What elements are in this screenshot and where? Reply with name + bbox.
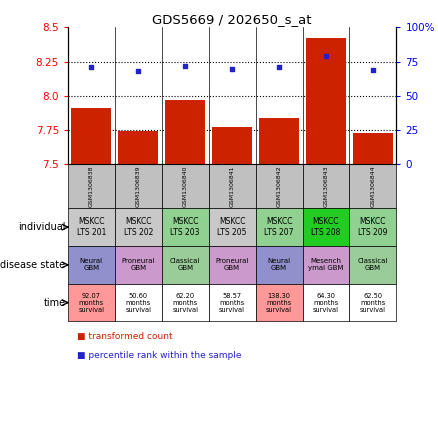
Bar (212, 127, 252, 164)
Text: Neural
GBM: Neural GBM (268, 258, 291, 272)
Bar (303, 246, 350, 284)
Bar (115, 208, 162, 246)
Bar (303, 164, 350, 208)
Text: Proneural
GBM: Proneural GBM (215, 258, 249, 272)
Text: disease state: disease state (0, 260, 66, 270)
Text: Classical
GBM: Classical GBM (170, 258, 201, 272)
Bar (259, 118, 299, 164)
Text: MSKCC
LTS 209: MSKCC LTS 209 (358, 217, 388, 237)
Bar (350, 164, 396, 208)
Bar (115, 164, 162, 208)
Point (229, 65, 236, 72)
Text: GSM1306842: GSM1306842 (276, 165, 282, 207)
Bar (208, 208, 256, 246)
Text: GSM1306843: GSM1306843 (324, 165, 328, 207)
Bar (165, 100, 205, 164)
Text: GSM1306841: GSM1306841 (230, 165, 235, 207)
Bar (68, 164, 115, 208)
Text: GSM1306839: GSM1306839 (136, 165, 141, 207)
Text: GSM1306844: GSM1306844 (371, 165, 375, 207)
Text: time: time (43, 298, 66, 308)
Text: ■ transformed count: ■ transformed count (77, 332, 172, 341)
Bar (68, 284, 115, 321)
Text: Proneural
GBM: Proneural GBM (122, 258, 155, 272)
Text: MSKCC
LTS 201: MSKCC LTS 201 (77, 217, 106, 237)
Text: 138.30
months
survival: 138.30 months survival (266, 293, 292, 313)
Text: MSKCC
LTS 203: MSKCC LTS 203 (170, 217, 200, 237)
Text: individual: individual (18, 222, 66, 232)
Bar (256, 284, 303, 321)
Bar (256, 208, 303, 246)
Bar (303, 208, 350, 246)
Text: GSM1306838: GSM1306838 (89, 165, 94, 207)
Text: ■ percentile rank within the sample: ■ percentile rank within the sample (77, 351, 241, 360)
Point (88, 64, 95, 71)
Bar (115, 246, 162, 284)
Point (182, 63, 189, 69)
Bar (68, 208, 115, 246)
Bar (350, 246, 396, 284)
Bar (208, 164, 256, 208)
Bar (256, 164, 303, 208)
Bar (208, 284, 256, 321)
Title: GDS5669 / 202650_s_at: GDS5669 / 202650_s_at (152, 14, 312, 26)
Point (369, 66, 376, 73)
Bar (118, 132, 158, 164)
Text: Classical
GBM: Classical GBM (358, 258, 388, 272)
Point (276, 64, 283, 71)
Text: MSKCC
LTS 208: MSKCC LTS 208 (311, 217, 341, 237)
Bar (306, 38, 346, 164)
Bar (353, 133, 393, 164)
Bar (162, 164, 208, 208)
Bar (162, 208, 208, 246)
Text: GSM1306840: GSM1306840 (183, 165, 188, 207)
Text: Mesench
ymal GBM: Mesench ymal GBM (308, 258, 344, 272)
Bar (115, 284, 162, 321)
Bar (256, 246, 303, 284)
Bar (162, 284, 208, 321)
Bar (208, 246, 256, 284)
Bar (68, 246, 115, 284)
Text: Neural
GBM: Neural GBM (80, 258, 103, 272)
Bar (350, 284, 396, 321)
Bar (162, 246, 208, 284)
Text: 62.20
months
survival: 62.20 months survival (172, 293, 198, 313)
Bar (350, 208, 396, 246)
Text: 92.07
months
survival: 92.07 months survival (78, 293, 104, 313)
Point (135, 68, 142, 74)
Text: 64.30
months
survival: 64.30 months survival (313, 293, 339, 313)
Text: MSKCC
LTS 202: MSKCC LTS 202 (124, 217, 153, 237)
Text: 62.50
months
survival: 62.50 months survival (360, 293, 386, 313)
Bar (71, 108, 111, 164)
Text: MSKCC
LTS 207: MSKCC LTS 207 (264, 217, 294, 237)
Text: 50.60
months
survival: 50.60 months survival (125, 293, 151, 313)
Point (322, 53, 329, 60)
Bar (303, 284, 350, 321)
Text: 58.57
months
survival: 58.57 months survival (219, 293, 245, 313)
Text: MSKCC
LTS 205: MSKCC LTS 205 (217, 217, 247, 237)
